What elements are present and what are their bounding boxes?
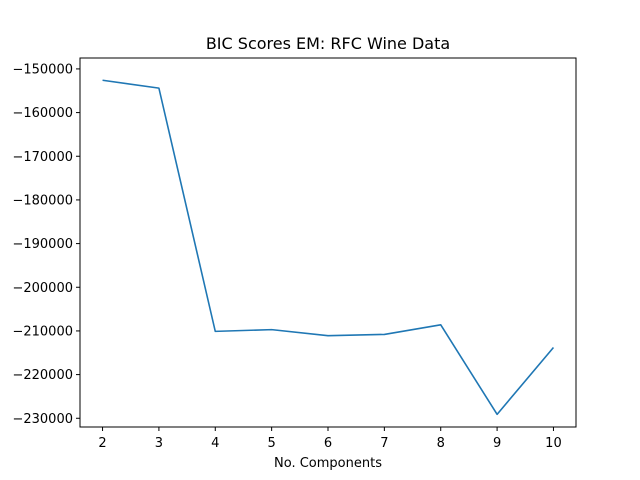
y-tick-label: −230000 <box>12 412 73 427</box>
plot-area: 2 3 4 5 6 7 8 9 10 −150000−160000−170000−180000−… <box>12 57 577 451</box>
x-tick-label: 3 <box>155 436 163 451</box>
y-tick-label: −190000 <box>12 237 73 252</box>
plot-frame <box>79 57 577 428</box>
y-tick-label: −210000 <box>12 324 73 339</box>
y-tick-label: −160000 <box>12 106 73 121</box>
y-tick-label: −170000 <box>12 150 73 165</box>
series-group <box>102 79 555 416</box>
x-tick-label: 10 <box>545 436 562 451</box>
x-tick-label: 4 <box>211 436 219 451</box>
x-tick-label: 2 <box>98 436 106 451</box>
x-axis: 2 3 4 5 6 7 8 9 10 <box>98 427 562 451</box>
series-line <box>102 79 555 416</box>
x-tick-label: 5 <box>267 436 275 451</box>
y-tick-label: −150000 <box>12 62 73 77</box>
chart-title: BIC Scores EM: RFC Wine Data <box>206 34 450 53</box>
x-tick-label: 6 <box>324 436 332 451</box>
x-tick-label: 8 <box>437 436 445 451</box>
x-tick-label: 9 <box>493 436 501 451</box>
y-tick-label: −180000 <box>12 193 73 208</box>
y-tick-label: −200000 <box>12 281 73 296</box>
x-tick-label: 7 <box>380 436 388 451</box>
y-axis: −150000 −160000 −170000 −180000 −190000 −2000… <box>12 62 80 427</box>
x-axis-label: No. Components <box>274 456 382 471</box>
y-tick-label: −220000 <box>12 368 73 383</box>
